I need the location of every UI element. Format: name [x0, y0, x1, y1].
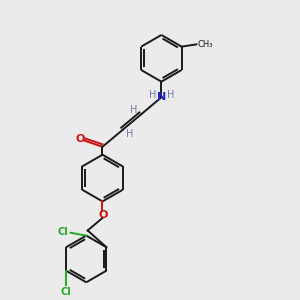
- Text: H: H: [130, 104, 137, 115]
- Text: Cl: Cl: [61, 287, 71, 297]
- Text: Cl: Cl: [58, 227, 68, 237]
- Text: O: O: [98, 210, 108, 220]
- Text: H: H: [148, 90, 156, 100]
- Text: O: O: [76, 134, 85, 144]
- Text: H: H: [126, 129, 134, 139]
- Text: H: H: [167, 90, 174, 100]
- Text: CH₃: CH₃: [198, 40, 213, 49]
- Text: N: N: [157, 92, 166, 102]
